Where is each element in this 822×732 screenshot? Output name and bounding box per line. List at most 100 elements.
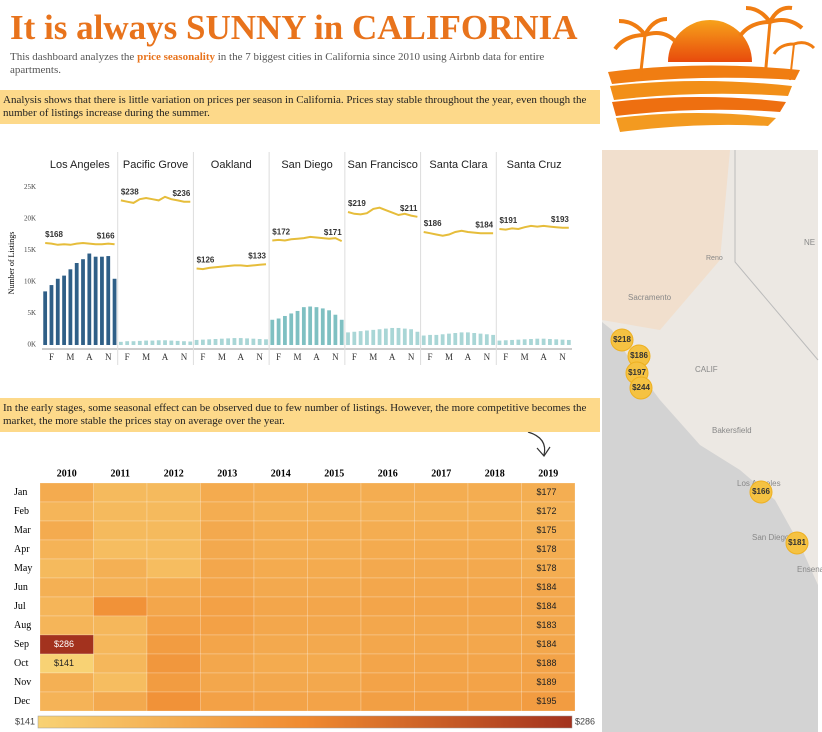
bar — [377, 329, 382, 345]
heat-cell — [39, 596, 94, 617]
bar — [289, 313, 294, 345]
column-header: 2012 — [164, 468, 184, 479]
place-label: San Diego — [752, 533, 790, 542]
column-header: 2015 — [324, 468, 344, 479]
heat-cell — [467, 634, 522, 655]
heat-cell — [253, 672, 308, 693]
subtitle: This dashboard analyzes the price season… — [10, 51, 570, 77]
price-line — [347, 206, 418, 218]
heat-cell — [93, 653, 148, 674]
column-header: 2017 — [431, 468, 451, 479]
bar — [150, 340, 155, 345]
heat-cell — [467, 691, 522, 712]
bar — [49, 285, 54, 345]
heat-cell — [360, 558, 415, 579]
heat-cell — [200, 577, 255, 598]
bar — [390, 327, 395, 345]
cell-label: $178 — [537, 563, 557, 573]
heat-cell — [39, 577, 94, 598]
column-header: 2011 — [111, 468, 130, 479]
bar — [434, 334, 439, 345]
bar — [194, 339, 199, 345]
price-label: $186 — [424, 219, 442, 228]
heat-cell — [307, 520, 362, 541]
x-tick-label: F — [352, 352, 357, 362]
cell-label: $141 — [54, 658, 74, 668]
x-tick-label: A — [238, 352, 245, 362]
heat-cell — [521, 691, 576, 712]
cell-label: $175 — [537, 525, 557, 535]
bar — [371, 329, 376, 345]
heat-cell — [307, 482, 362, 503]
marker-label: $218 — [613, 335, 631, 344]
panel-title: Santa Clara — [429, 159, 488, 171]
heat-cell — [360, 520, 415, 541]
map-marker — [749, 480, 773, 504]
marker-label: $166 — [752, 487, 770, 496]
bar — [352, 331, 357, 345]
x-tick-label: M — [521, 352, 529, 362]
heat-cell — [253, 539, 308, 560]
bar — [472, 333, 477, 345]
heat-cell — [253, 653, 308, 674]
bar — [560, 339, 565, 345]
cell-label: $177 — [537, 487, 557, 497]
heat-cell — [307, 501, 362, 522]
map-marker — [629, 376, 653, 400]
y-tick-label: 25K — [24, 183, 36, 191]
bar — [308, 306, 313, 345]
heat-cell — [360, 539, 415, 560]
heat-cell — [146, 539, 201, 560]
heat-cell — [414, 577, 469, 598]
heat-cell — [467, 539, 522, 560]
bar — [106, 256, 111, 345]
bar — [522, 339, 527, 345]
note: In the early stages, some seasonal effec… — [0, 398, 600, 432]
bar — [251, 338, 256, 345]
cell-label: $178 — [537, 544, 557, 554]
heat-cell — [146, 634, 201, 655]
heat-cell — [307, 539, 362, 560]
bar — [112, 278, 117, 345]
heat-cell — [467, 653, 522, 674]
x-tick-label: M — [294, 352, 302, 362]
heat-cell — [200, 691, 255, 712]
bar — [383, 328, 388, 345]
bar — [213, 339, 218, 345]
bar — [87, 253, 92, 345]
bar — [466, 332, 470, 345]
x-tick-label: M — [66, 352, 74, 362]
heat-cell — [414, 501, 469, 522]
heat-cell — [360, 634, 415, 655]
price-line — [272, 235, 343, 243]
column-header: 2010 — [57, 468, 77, 479]
bar — [484, 334, 489, 345]
cell-label: $183 — [537, 620, 557, 630]
bar — [365, 330, 369, 345]
heat-cell — [93, 482, 148, 503]
bar — [264, 339, 268, 345]
bar — [188, 341, 193, 345]
bar — [447, 333, 451, 345]
bar — [137, 340, 142, 345]
bar — [421, 335, 426, 345]
heat-cell — [93, 520, 148, 541]
row-header: Dec — [14, 696, 31, 707]
panel-title: Los Angeles — [50, 159, 110, 171]
bar — [74, 263, 79, 345]
heat-cell — [39, 672, 94, 693]
bar — [182, 341, 186, 345]
row-header: Oct — [14, 658, 29, 669]
x-tick-label: N — [256, 352, 263, 362]
place-label: NE — [804, 238, 815, 247]
heat-cell — [93, 672, 148, 693]
heat-cell — [146, 520, 201, 541]
bar — [163, 340, 167, 345]
heat-cell — [146, 558, 201, 579]
note: Analysis shows that there is little vari… — [0, 90, 600, 124]
x-tick-label: F — [276, 352, 281, 362]
bar — [175, 340, 180, 345]
heat-cell — [253, 577, 308, 598]
